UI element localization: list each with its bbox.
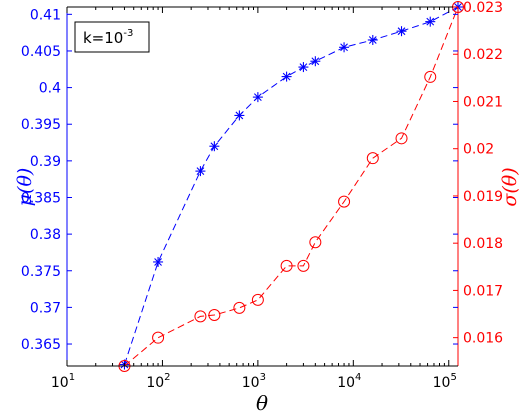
y-left-tick-label: 0.365 <box>21 337 61 353</box>
data-point-sigma <box>297 259 310 272</box>
series-layer <box>118 1 464 372</box>
annotation-label: k=10-3 <box>83 28 133 47</box>
data-point-mu <box>425 16 436 27</box>
y-right-tick-label: 0.019 <box>463 189 503 205</box>
data-point-mu <box>234 110 245 121</box>
series-line-left <box>124 6 459 365</box>
y-axis-left-label: μ(θ) <box>14 168 36 207</box>
data-point-mu <box>281 71 292 82</box>
data-point-sigma <box>233 301 246 314</box>
y-right-tick-label: 0.02 <box>463 142 494 158</box>
data-point-sigma <box>208 308 221 321</box>
data-point-sigma <box>338 195 351 208</box>
y-left-tick-label: 0.395 <box>21 117 61 133</box>
x-tick-label: 105 <box>433 372 457 391</box>
y-right-tick-label: 0.017 <box>463 283 503 299</box>
y-left-tick-label: 0.4 <box>39 81 61 97</box>
asterisk-stroke <box>311 57 320 66</box>
asterisk-stroke <box>282 72 291 81</box>
asterisk-stroke <box>426 17 435 26</box>
x-axis-label: θ <box>256 391 268 415</box>
data-point-mu <box>396 26 407 37</box>
data-point-sigma <box>366 152 379 165</box>
asterisk-stroke <box>154 258 162 266</box>
asterisk-stroke <box>235 111 244 120</box>
asterisk-stroke <box>397 27 406 36</box>
y-right-tick-label: 0.023 <box>463 0 503 16</box>
x-tick-label: 103 <box>242 372 266 391</box>
y-left-tick-label: 0.405 <box>21 44 61 60</box>
data-point-mu <box>310 56 321 67</box>
data-point-mu <box>209 141 220 152</box>
data-point-sigma <box>395 132 408 145</box>
asterisk-stroke <box>210 142 219 151</box>
annotation-frame <box>74 21 150 53</box>
x-tick-label: 101 <box>51 372 75 391</box>
asterisk-stroke <box>253 93 262 102</box>
y-left-tick-label: 0.38 <box>30 227 61 243</box>
y-axis-right-label: σ(θ) <box>499 167 521 206</box>
data-point-mu <box>195 166 206 177</box>
y-right-tick-label: 0.018 <box>463 236 503 252</box>
data-point-sigma <box>251 293 264 306</box>
data-point-mu <box>339 42 350 53</box>
y-left-tick-label: 0.37 <box>30 300 61 316</box>
y-right-tick-label: 0.022 <box>463 47 503 63</box>
asterisk-stroke <box>340 43 348 52</box>
annotation-exponent: -3 <box>123 28 133 39</box>
data-point-sigma <box>280 259 293 272</box>
plot-background <box>67 7 458 366</box>
series-line-right <box>124 6 459 367</box>
annotation-base: k=10 <box>83 29 123 47</box>
data-point-sigma <box>424 70 437 83</box>
data-point-sigma <box>152 331 165 344</box>
asterisk-stroke <box>368 36 377 44</box>
y-right-tick-label: 0.021 <box>463 94 503 110</box>
data-point-sigma <box>194 310 207 323</box>
data-point-sigma <box>309 236 322 249</box>
y-left-tick-label: 0.375 <box>21 264 61 280</box>
x-tick-label: 104 <box>337 372 361 391</box>
y-left-tick-label: 0.41 <box>30 7 61 23</box>
asterisk-stroke <box>299 63 308 71</box>
data-point-mu <box>367 34 378 45</box>
data-point-mu <box>252 92 263 103</box>
axes-layer <box>66 6 459 367</box>
annotation-box: k=10-3 <box>74 21 150 53</box>
data-point-mu <box>153 256 164 267</box>
x-tick-label: 102 <box>146 372 170 391</box>
ticks-layer: 0.365 0.37 0.375 0.38 0.385 0.39 0.395 0.4 0.405… <box>21 0 503 391</box>
data-point-mu <box>298 62 309 73</box>
y-left-tick-label: 0.39 <box>30 154 61 170</box>
asterisk-stroke <box>196 167 205 176</box>
y-left-tick-label: 0.385 <box>21 190 61 206</box>
y-right-tick-label: 0.016 <box>463 331 503 347</box>
